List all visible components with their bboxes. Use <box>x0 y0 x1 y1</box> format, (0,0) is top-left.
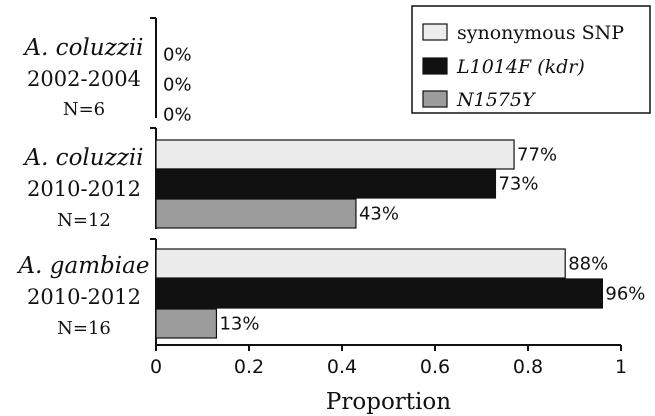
bar <box>155 198 357 229</box>
bar-value-label: 43% <box>359 204 399 225</box>
bar-value-label: 77% <box>517 145 557 166</box>
legend: synonymous SNP L1014F (kdr) N1575Y <box>411 5 651 114</box>
legend-label: L1014F (kdr) <box>456 56 585 78</box>
group-n-label: N=6 <box>63 99 105 120</box>
bars: 0% 77% 88% 0% 73% 96% 0% 43% 13% <box>155 45 645 339</box>
x-tick-label: 1 <box>615 356 627 378</box>
group-years-label: 2010-2012 <box>27 285 141 309</box>
legend-swatch <box>422 90 448 108</box>
x-tick-label: 0.8 <box>513 356 543 378</box>
x-axis-title: Proportion <box>326 389 451 415</box>
bar-value-label: 0% <box>163 75 192 96</box>
group-years-label: 2010-2012 <box>27 177 141 201</box>
bar-value-label: 0% <box>163 105 192 126</box>
legend-label: synonymous SNP <box>457 22 624 44</box>
bar <box>155 248 566 279</box>
bar-value-label: 0% <box>163 45 192 66</box>
bar-value-label: 88% <box>568 254 608 275</box>
x-tick-label: 0.6 <box>420 356 450 378</box>
x-tick-label: 0 <box>150 356 162 378</box>
x-tick-label: 0.4 <box>327 356 357 378</box>
legend-box <box>411 5 651 114</box>
bar-value-label: 13% <box>219 314 259 335</box>
bar <box>155 139 515 170</box>
bar <box>155 308 218 339</box>
legend-label: N1575Y <box>456 89 537 111</box>
x-tick-label: 0.2 <box>234 356 264 378</box>
legend-swatch <box>422 23 448 41</box>
group-years-label: 2002-2004 <box>27 67 141 91</box>
group-species-label: A. gambiae <box>17 253 150 279</box>
legend-swatch <box>422 57 448 75</box>
group-species-label: A. coluzzii <box>22 145 143 171</box>
bar-value-label: 96% <box>605 284 645 305</box>
group-n-label: N=16 <box>57 318 111 339</box>
group-labels: A. coluzzii 2002-2004 N=6 A. coluzzii 2010-2… <box>17 35 150 339</box>
bar <box>155 278 603 309</box>
bar <box>155 168 497 199</box>
bar-value-label: 73% <box>498 174 538 195</box>
group-n-label: N=12 <box>57 210 111 231</box>
group-species-label: A. coluzzii <box>22 35 143 61</box>
y-axis <box>150 17 157 345</box>
x-axis: Proportion 0 0.2 0.4 0.6 0.8 1 <box>150 344 627 415</box>
